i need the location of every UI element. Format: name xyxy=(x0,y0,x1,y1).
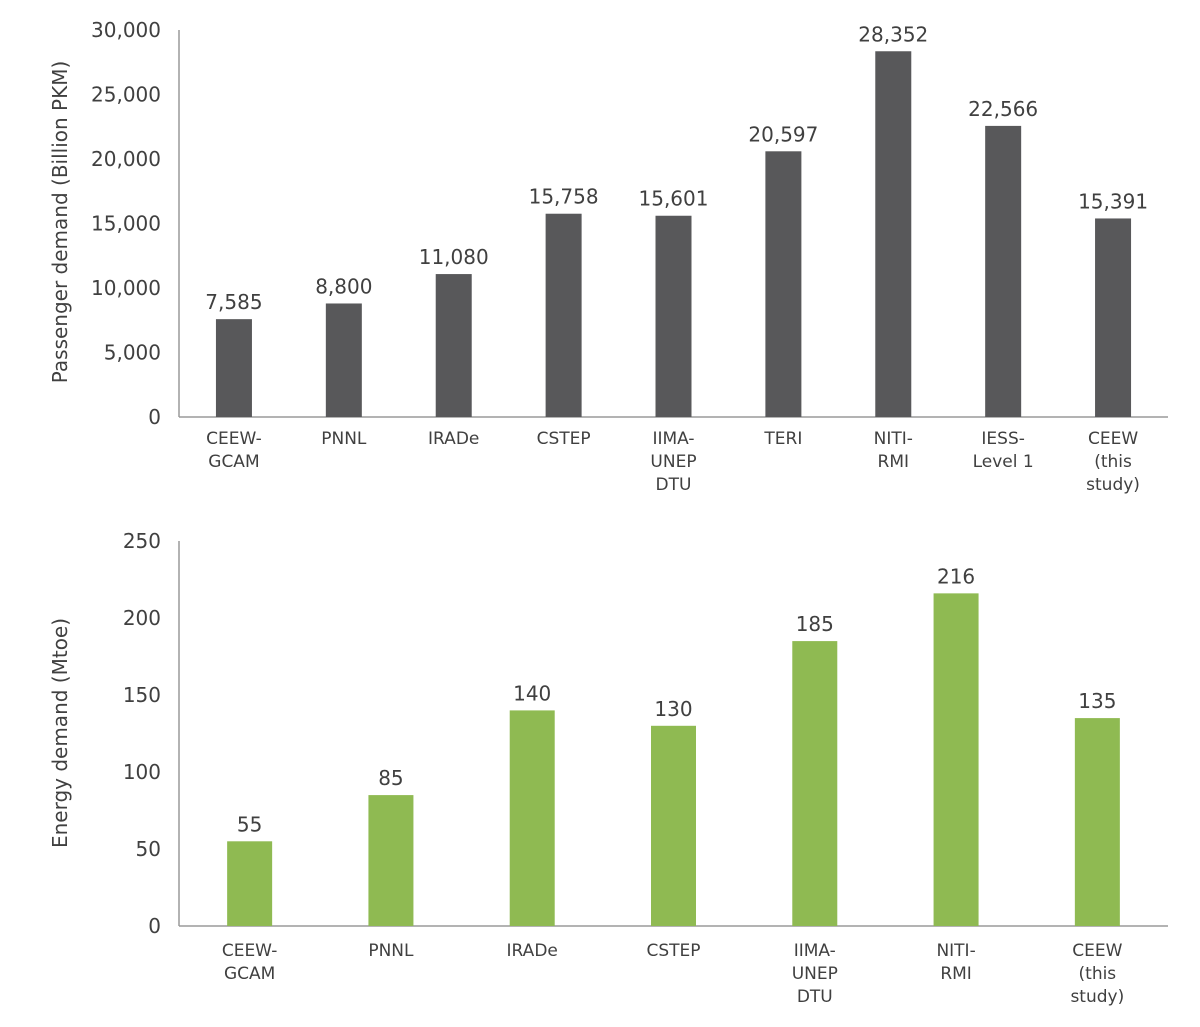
data-label: 85 xyxy=(378,766,403,790)
y-tick-label: 0 xyxy=(148,405,161,429)
category-label: CEEW (this study) xyxy=(1070,941,1124,1007)
bar xyxy=(875,51,912,417)
data-label: 11,080 xyxy=(419,245,489,269)
y-tick-label: 10,000 xyxy=(91,276,161,300)
bar xyxy=(1074,718,1120,926)
data-label: 130 xyxy=(654,697,692,721)
category-label: PNNL xyxy=(368,941,414,961)
y-axis-title: Passenger demand (Billion PKM) xyxy=(48,61,72,384)
bar xyxy=(933,593,979,926)
bar xyxy=(509,710,555,926)
data-label: 15,758 xyxy=(529,185,599,209)
data-label: 140 xyxy=(513,681,551,705)
category-label: IRADe xyxy=(428,429,479,449)
data-label: 185 xyxy=(796,612,834,636)
y-axis-title: Energy demand (Mtoe) xyxy=(48,618,72,848)
data-label: 28,352 xyxy=(858,22,928,46)
category-label: CSTEP xyxy=(646,941,700,961)
category-label: NITI-RMI xyxy=(874,429,913,472)
y-tick-label: 50 xyxy=(136,837,161,861)
y-tick-label: 15,000 xyxy=(91,212,161,236)
energy-demand-chart: Energy demand (Mtoe) 0 50 100 150 200 250 55 CE… xyxy=(48,529,1168,1007)
bar xyxy=(215,319,252,417)
category-label: IESS-Level 1 xyxy=(973,429,1034,472)
y-tick-label: 200 xyxy=(123,606,161,630)
data-label: 8,800 xyxy=(315,274,372,298)
y-tick-label: 5,000 xyxy=(104,341,161,365)
bar xyxy=(1095,218,1132,417)
category-label: IIMA-UNEP DTU xyxy=(792,941,838,1007)
category-label: IRADe xyxy=(507,941,558,961)
bar xyxy=(655,215,692,417)
data-label: 7,585 xyxy=(205,290,262,314)
bar xyxy=(545,213,582,417)
category-label: TERI xyxy=(763,429,802,449)
data-label: 55 xyxy=(237,812,262,836)
category-label: IIMA-UNEP DTU xyxy=(650,429,696,495)
category-label: CEEW-GCAM xyxy=(222,941,278,984)
data-label: 15,391 xyxy=(1078,189,1148,213)
bar xyxy=(368,795,414,926)
data-label: 216 xyxy=(937,564,975,588)
data-label: 135 xyxy=(1078,689,1116,713)
passenger-demand-chart: Passenger demand (Billion PKM) 0 5,000 10,… xyxy=(48,18,1168,495)
y-tick-label: 150 xyxy=(123,683,161,707)
data-label: 15,601 xyxy=(639,187,709,211)
bar xyxy=(227,841,273,926)
y-tick-label: 20,000 xyxy=(91,147,161,171)
y-tick-label: 25,000 xyxy=(91,83,161,107)
bar xyxy=(325,303,362,417)
data-label: 22,566 xyxy=(968,97,1038,121)
bar xyxy=(792,641,838,926)
bar xyxy=(765,151,802,417)
y-tick-label: 30,000 xyxy=(91,18,161,42)
category-label: CSTEP xyxy=(537,429,591,449)
category-label: PNNL xyxy=(321,429,367,449)
y-tick-label: 0 xyxy=(148,914,161,938)
data-label: 20,597 xyxy=(748,122,818,146)
bar xyxy=(651,725,696,926)
y-tick-label: 250 xyxy=(123,529,161,553)
bar xyxy=(435,274,472,417)
category-label: CEEW (this study) xyxy=(1086,429,1140,495)
category-label: NITI-RMI xyxy=(936,941,975,984)
bar xyxy=(985,125,1022,418)
y-tick-label: 100 xyxy=(123,760,161,784)
category-label: CEEW-GCAM xyxy=(206,429,262,472)
